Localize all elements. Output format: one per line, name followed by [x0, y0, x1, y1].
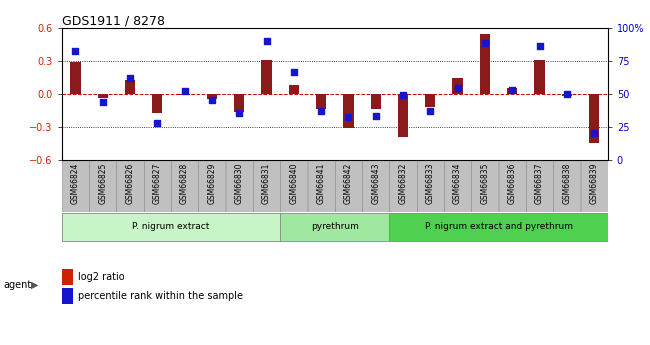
Text: GSM66826: GSM66826	[125, 162, 135, 204]
Bar	[253, 160, 280, 213]
Bar	[207, 93, 217, 99]
Bar	[480, 34, 490, 93]
Bar	[425, 93, 436, 107]
Text: GSM66840: GSM66840	[289, 162, 298, 204]
Point	[152, 120, 162, 126]
Bar	[580, 160, 608, 213]
Point	[207, 97, 217, 103]
Bar	[226, 160, 253, 213]
Bar	[152, 93, 162, 114]
Point	[452, 86, 463, 91]
Bar	[98, 93, 108, 98]
Bar	[179, 93, 190, 95]
Text: GSM66841: GSM66841	[317, 162, 326, 204]
Text: GSM66830: GSM66830	[235, 162, 244, 204]
Bar	[370, 93, 381, 109]
Bar	[62, 213, 280, 241]
Text: pyrethrum: pyrethrum	[311, 223, 359, 231]
Bar	[589, 93, 599, 143]
Bar	[289, 85, 299, 93]
Point	[261, 38, 272, 43]
Text: GDS1911 / 8278: GDS1911 / 8278	[62, 14, 164, 28]
Point	[589, 130, 599, 136]
Text: GSM66838: GSM66838	[562, 162, 571, 204]
Bar	[562, 93, 572, 96]
Bar	[389, 213, 608, 241]
Bar	[125, 80, 135, 93]
Text: GSM66824: GSM66824	[71, 162, 80, 204]
Bar	[198, 160, 226, 213]
Text: GSM66836: GSM66836	[508, 162, 517, 204]
Text: GSM66825: GSM66825	[98, 162, 107, 204]
Point	[98, 99, 108, 104]
Bar	[398, 93, 408, 137]
Bar	[389, 160, 417, 213]
Bar	[307, 160, 335, 213]
Point	[480, 41, 490, 46]
Text: P. nigrum extract: P. nigrum extract	[132, 223, 210, 231]
Text: GSM66835: GSM66835	[480, 162, 489, 204]
Bar	[471, 160, 499, 213]
Bar	[116, 160, 144, 213]
Bar	[70, 62, 81, 93]
Point	[562, 91, 572, 96]
Bar	[62, 160, 89, 213]
Bar	[343, 93, 354, 128]
Point	[534, 43, 545, 49]
Text: GSM66833: GSM66833	[426, 162, 435, 204]
Text: GSM66843: GSM66843	[371, 162, 380, 204]
Bar	[444, 160, 471, 213]
Text: GSM66834: GSM66834	[453, 162, 462, 204]
Text: GSM66831: GSM66831	[262, 162, 271, 204]
Bar	[280, 213, 389, 241]
Text: log2 ratio: log2 ratio	[78, 272, 125, 282]
Text: agent: agent	[3, 280, 31, 289]
Bar	[335, 160, 362, 213]
Bar	[553, 160, 580, 213]
Text: GSM66832: GSM66832	[398, 162, 408, 204]
Bar	[417, 160, 444, 213]
Bar	[499, 160, 526, 213]
Bar	[171, 160, 198, 213]
Bar	[144, 160, 171, 213]
Bar	[534, 59, 545, 93]
Text: ▶: ▶	[31, 280, 39, 289]
Bar	[526, 160, 553, 213]
Point	[70, 49, 81, 54]
Point	[398, 92, 408, 98]
Text: P. nigrum extract and pyrethrum: P. nigrum extract and pyrethrum	[424, 223, 573, 231]
Text: GSM66828: GSM66828	[180, 162, 189, 204]
Bar	[452, 78, 463, 93]
Text: percentile rank within the sample: percentile rank within the sample	[78, 291, 243, 301]
Point	[316, 108, 326, 114]
Point	[125, 75, 135, 80]
Text: GSM66839: GSM66839	[590, 162, 599, 204]
Text: GSM66829: GSM66829	[207, 162, 216, 204]
Text: GSM66837: GSM66837	[535, 162, 544, 204]
Point	[179, 88, 190, 94]
Text: GSM66827: GSM66827	[153, 162, 162, 204]
Text: GSM66842: GSM66842	[344, 162, 353, 204]
Bar	[261, 59, 272, 93]
Point	[507, 87, 517, 92]
Bar	[362, 160, 389, 213]
Point	[370, 113, 381, 119]
Point	[289, 70, 299, 75]
Bar	[280, 160, 307, 213]
Bar	[507, 88, 517, 93]
Point	[234, 111, 244, 116]
Point	[425, 108, 436, 114]
Bar	[234, 93, 244, 112]
Bar	[89, 160, 116, 213]
Point	[343, 115, 354, 120]
Bar	[316, 93, 326, 109]
